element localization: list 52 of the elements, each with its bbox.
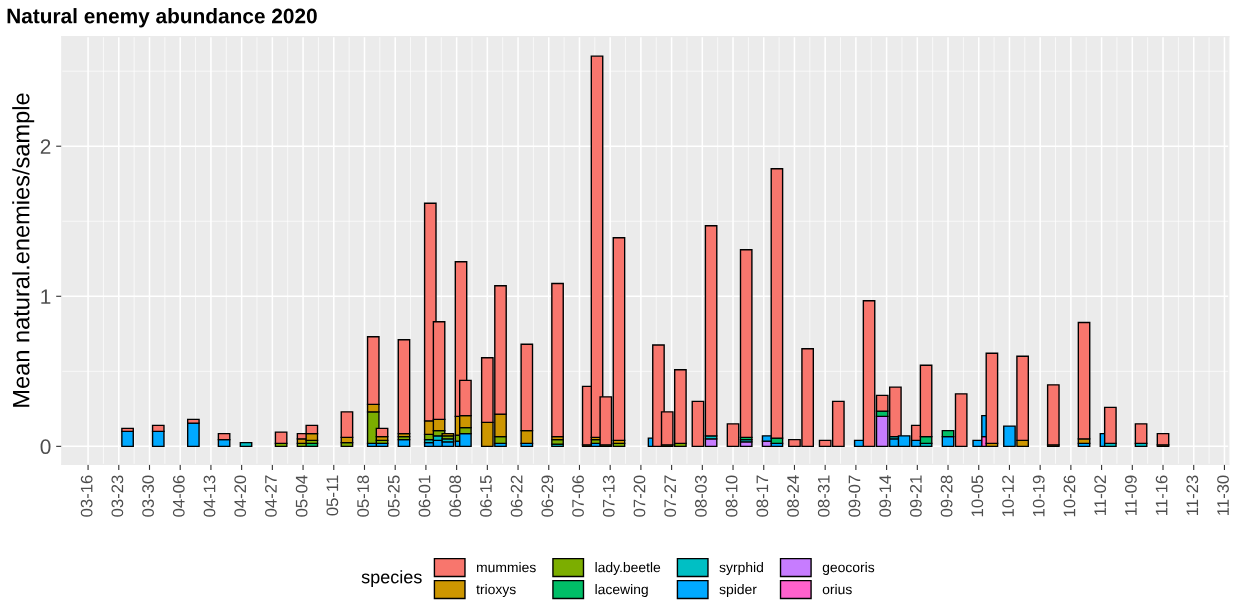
x-tick-label: 09-14 bbox=[879, 475, 892, 517]
x-tick-label: 05-18 bbox=[357, 475, 369, 517]
x-tick-label: 03-30 bbox=[142, 475, 154, 517]
x-tick-label: 09-21 bbox=[909, 475, 922, 517]
x-tick-label: 05-11 bbox=[326, 475, 339, 516]
x-tick-label: 05-25 bbox=[387, 475, 400, 517]
x-tick-label: 03-16 bbox=[80, 475, 93, 517]
x-tick-label: 08-10 bbox=[725, 475, 738, 517]
x-tick-label: 10-05 bbox=[971, 475, 984, 517]
x-tick-label: 06-29 bbox=[541, 475, 554, 517]
x-tick-label: 04-13 bbox=[203, 475, 216, 517]
legend-title: species bbox=[361, 570, 422, 587]
y-tick-label: 0 bbox=[40, 439, 51, 455]
legend-label: geocoris bbox=[822, 562, 875, 575]
legend-label: lacewing bbox=[595, 584, 648, 598]
x-tick-label: 03-23 bbox=[111, 475, 124, 517]
chart-title: Natural enemy abundance 2020 bbox=[7, 8, 317, 28]
x-tick-label: 04-27 bbox=[265, 475, 277, 517]
y-tick-label: 2 bbox=[40, 139, 51, 154]
x-tick-label: 10-19 bbox=[1032, 475, 1045, 517]
legend-label: spider bbox=[719, 584, 757, 598]
x-tick-label: 04-06 bbox=[172, 475, 185, 517]
x-tick-label: 06-01 bbox=[418, 475, 431, 517]
legend-label: syrphid bbox=[719, 562, 763, 575]
legend-label: orius bbox=[822, 584, 852, 595]
x-tick-label: 07-20 bbox=[633, 475, 646, 517]
x-tick-label: 04-20 bbox=[234, 475, 247, 517]
x-tick-label: 08-31 bbox=[817, 475, 830, 517]
x-tick-label: 05-04 bbox=[295, 475, 308, 517]
x-tick-label: 10-26 bbox=[1063, 475, 1076, 517]
x-tick-label: 06-08 bbox=[449, 475, 462, 517]
x-tick-label: 10-12 bbox=[1002, 475, 1014, 517]
x-tick-label: 09-28 bbox=[940, 475, 953, 517]
x-tick-label: 08-17 bbox=[756, 475, 769, 517]
x-tick-label: 06-22 bbox=[510, 475, 523, 517]
x-tick-label: 11-16 bbox=[1155, 475, 1168, 515]
legend-label: mummies bbox=[477, 562, 536, 573]
y-axis-title: Mean natural.enemies/sample bbox=[12, 93, 35, 407]
x-tick-label: 08-24 bbox=[787, 475, 799, 517]
y-tick-label: 1 bbox=[41, 289, 51, 304]
x-tick-label: 06-15 bbox=[480, 475, 492, 517]
x-tick-label: 11-09 bbox=[1124, 475, 1137, 515]
x-tick-label: 11-30 bbox=[1217, 475, 1229, 515]
x-tick-label: 11-02 bbox=[1094, 475, 1107, 515]
x-tick-label: 11-23 bbox=[1186, 475, 1199, 515]
legend-label: lady.beetle bbox=[595, 562, 661, 575]
x-tick-label: 08-03 bbox=[695, 475, 707, 517]
x-tick-label: 07-13 bbox=[602, 475, 615, 517]
x-tick-label: 07-27 bbox=[664, 475, 677, 517]
x-tick-label: 09-07 bbox=[848, 475, 861, 517]
legend-label: trioxys bbox=[476, 584, 516, 598]
x-tick-label: 07-06 bbox=[572, 475, 584, 517]
